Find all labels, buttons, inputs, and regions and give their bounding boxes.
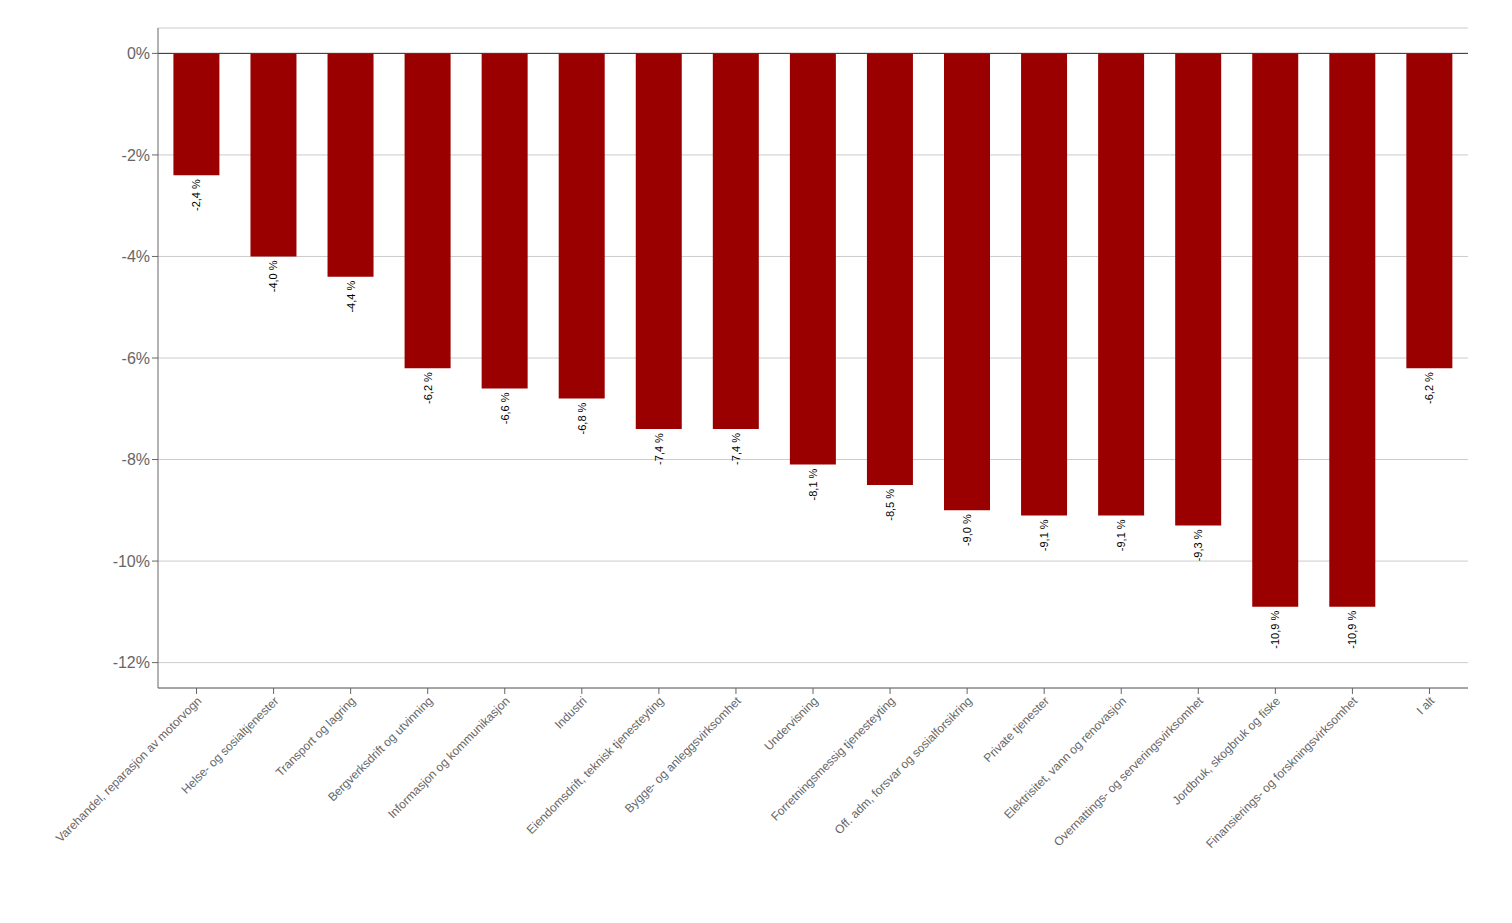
svg-text:I alt: I alt xyxy=(1414,693,1438,717)
svg-text:-4%: -4% xyxy=(122,248,150,265)
svg-text:-2,4 %: -2,4 % xyxy=(190,179,202,211)
svg-text:Helse- og sosialtjenester: Helse- og sosialtjenester xyxy=(179,694,282,797)
svg-text:Transport og lagring: Transport og lagring xyxy=(273,694,359,780)
svg-text:-9,0 %: -9,0 % xyxy=(961,514,973,546)
svg-text:-4,4 %: -4,4 % xyxy=(345,281,357,313)
svg-text:Finansierings- og forskningsvi: Finansierings- og forskningsvirksomhet xyxy=(1203,693,1361,851)
svg-text:-6%: -6% xyxy=(122,350,150,367)
svg-text:-9,1 %: -9,1 % xyxy=(1115,519,1127,551)
svg-text:-2%: -2% xyxy=(122,147,150,164)
svg-text:-6,8 %: -6,8 % xyxy=(576,402,588,434)
svg-text:-8,5 %: -8,5 % xyxy=(884,489,896,521)
svg-text:Varehandel, reparasjon av moto: Varehandel, reparasjon av motorvogn xyxy=(53,694,204,845)
svg-text:Bergverksdrift og utvinning: Bergverksdrift og utvinning xyxy=(325,693,436,805)
svg-text:-7,4 %: -7,4 % xyxy=(730,433,742,465)
svg-text:-9,3 %: -9,3 % xyxy=(1192,529,1204,561)
svg-text:Informasjon og kommunikasjon: Informasjon og kommunikasjon xyxy=(385,694,512,821)
svg-text:-10,9 %: -10,9 % xyxy=(1269,611,1281,649)
svg-text:Off. adm, forsvar og sosialfor: Off. adm, forsvar og sosialforsikring xyxy=(832,694,975,837)
svg-text:-6,6 %: -6,6 % xyxy=(499,392,511,424)
svg-text:-10,9 %: -10,9 % xyxy=(1346,611,1358,649)
svg-text:-6,2 %: -6,2 % xyxy=(422,372,434,404)
svg-text:Overnattings- og serveringsvir: Overnattings- og serveringsvirksomhet xyxy=(1051,693,1207,849)
svg-text:Eiendomsdrift, teknisk tjenest: Eiendomsdrift, teknisk tjenesteyting xyxy=(524,694,667,837)
svg-text:Forretningsmessig tjenesteytin: Forretningsmessig tjenesteyting xyxy=(768,694,898,824)
svg-text:Undervisning: Undervisning xyxy=(761,694,820,753)
svg-text:-8,1 %: -8,1 % xyxy=(807,468,819,500)
svg-text:-6,2 %: -6,2 % xyxy=(1423,372,1435,404)
svg-text:Jordbruk, skogbruk og fiske: Jordbruk, skogbruk og fiske xyxy=(1169,693,1284,808)
svg-text:-7,4 %: -7,4 % xyxy=(653,433,665,465)
svg-text:Private tjenester: Private tjenester xyxy=(981,694,1052,765)
svg-text:-8%: -8% xyxy=(122,451,150,468)
svg-text:0%: 0% xyxy=(127,45,150,62)
svg-text:-4,0 %: -4,0 % xyxy=(267,260,279,292)
svg-text:-12%: -12% xyxy=(113,654,150,671)
svg-text:-9,1 %: -9,1 % xyxy=(1038,519,1050,551)
svg-text:-10%: -10% xyxy=(113,553,150,570)
svg-text:Elektrisitet, vann og renovasj: Elektrisitet, vann og renovasjon xyxy=(1001,694,1129,822)
svg-text:Industri: Industri xyxy=(552,694,590,732)
svg-text:Bygge- og anleggsvirksomhet: Bygge- og anleggsvirksomhet xyxy=(622,693,744,815)
